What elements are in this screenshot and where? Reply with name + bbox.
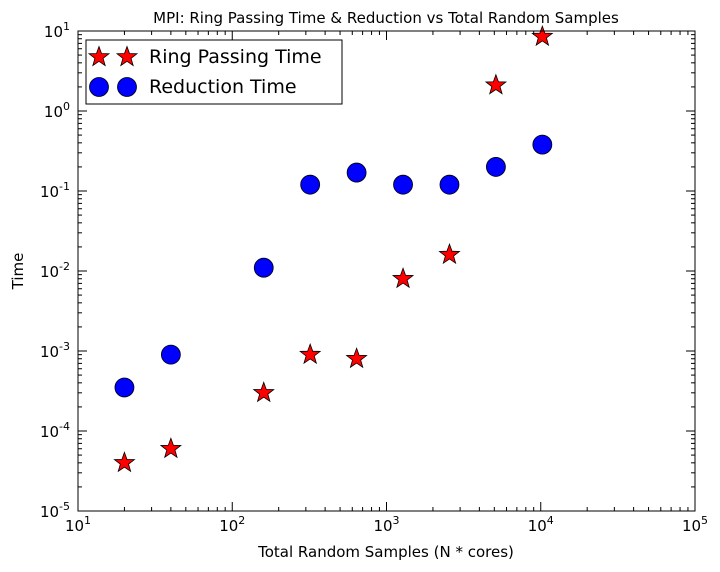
legend-marker-point xyxy=(115,45,139,67)
x-tick-label: 102 xyxy=(219,514,245,535)
star-point xyxy=(159,437,182,459)
plot-frame xyxy=(77,30,696,512)
series-star xyxy=(113,24,554,473)
star-point xyxy=(391,267,415,289)
star-point xyxy=(252,381,275,403)
x-tick-label: 103 xyxy=(373,514,399,535)
x-tick-label: 101 xyxy=(65,514,91,535)
x-tick-label: 104 xyxy=(528,514,554,535)
legend-marker-point xyxy=(117,77,137,97)
x-axis-label: Total Random Samples (N * cores) xyxy=(257,543,514,561)
circle-point xyxy=(486,157,506,177)
y-tick-label: 10-5 xyxy=(40,500,70,521)
circle-point xyxy=(439,174,460,195)
star-point xyxy=(438,242,461,265)
y-axis-ticks: 10-5 10-4 10-3 10-2 10-1 100 101 xyxy=(40,20,695,521)
legend-marker-point xyxy=(87,45,111,67)
circle-point xyxy=(300,174,321,195)
y-tick-label: 100 xyxy=(44,100,70,121)
circle-point xyxy=(253,257,274,278)
y-tick-label: 10-2 xyxy=(40,260,70,281)
y-axis-label: Time xyxy=(9,253,27,291)
chart-title: MPI: Ring Passing Time & Reduction vs To… xyxy=(153,9,619,27)
y-tick-label: 10-1 xyxy=(40,180,70,201)
legend-marker-ring-passing xyxy=(87,45,139,67)
circle-point xyxy=(160,344,181,365)
x-tick-label: 105 xyxy=(682,514,708,535)
circle-point xyxy=(114,377,135,398)
legend-marker-reduction xyxy=(89,77,137,97)
series-layer xyxy=(113,24,554,473)
star-point xyxy=(484,73,508,95)
legend-label-ring-passing: Ring Passing Time xyxy=(149,46,322,68)
legend: Ring Passing Time Reduction Time xyxy=(85,39,343,105)
star-point xyxy=(113,451,136,473)
y-tick-label: 10-3 xyxy=(40,340,70,361)
legend-label-reduction: Reduction Time xyxy=(149,76,297,98)
star-point xyxy=(299,342,322,365)
y-tick-label: 101 xyxy=(44,20,70,41)
star-point xyxy=(531,24,554,47)
circle-point xyxy=(532,134,553,155)
legend-marker-point xyxy=(89,77,109,97)
x-axis-ticks: 101 102 103 104 105 xyxy=(65,31,708,535)
series-circle xyxy=(114,134,553,398)
circle-point xyxy=(393,174,413,195)
circle-point xyxy=(346,162,367,183)
y-tick-label: 10-4 xyxy=(40,420,70,441)
star-point xyxy=(345,347,368,369)
